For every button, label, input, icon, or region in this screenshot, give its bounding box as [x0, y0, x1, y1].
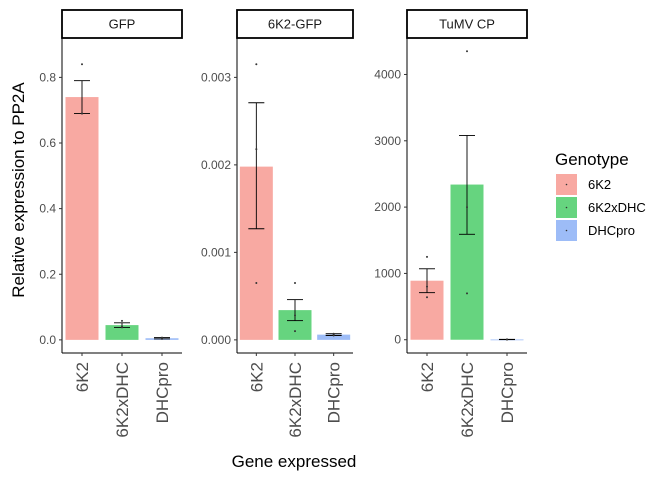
data-point [255, 282, 258, 284]
y-tick-label: 0.002 [201, 158, 231, 172]
error-bar [459, 135, 475, 235]
facet-title: TuMV CP [439, 17, 495, 32]
y-tick-label: 3000 [374, 134, 401, 148]
y-tick-label: 0.6 [39, 136, 56, 150]
data-point [506, 338, 508, 341]
data-point [121, 326, 123, 329]
y-tick-label: 2000 [374, 200, 401, 214]
x-tick-label: 6K2xDHC [458, 362, 477, 438]
facet-strip [406, 9, 528, 39]
x-axis-title: Gene expressed [232, 452, 357, 471]
legend: Genotype 6K2 6K2xDHC DHCpro [555, 150, 646, 241]
data-point [161, 337, 163, 340]
y-tick-label: 0 [394, 333, 401, 347]
data-point [426, 255, 428, 258]
error-bar [248, 102, 265, 230]
x-tick-label: DHCpro [153, 362, 172, 423]
error-bar [287, 299, 303, 322]
data-point [81, 63, 83, 66]
data-point [294, 282, 296, 284]
x-tick-label: 6K2 [73, 362, 92, 392]
y-tick-label: 0.4 [39, 202, 56, 216]
y-tick-label: 0.001 [201, 245, 231, 259]
legend-label-dhcpro: DHCpro [588, 223, 635, 238]
facet-panel-2: 6K2-GFP 0.000 0.001 0.002 0.003 6K2 6K2xDHC DHC… [201, 9, 354, 438]
facet-panel-1: GFP 0.0 0.2 0.4 0.6 0.8 6K2 6K2xDHC DHCpro [39, 9, 183, 438]
data-point [466, 292, 468, 295]
facet-panel-3: TuMV CP 0 1000 2000 3000 4000 6K2 6K2xDHC DHCpro [374, 9, 528, 438]
x-tick-label: DHCpro [325, 362, 344, 423]
y-tick-label: 1000 [374, 266, 401, 280]
y-tick-label: 0.8 [39, 70, 56, 84]
legend-label-6k2: 6K2 [588, 177, 611, 192]
bar-6k2 [65, 97, 99, 340]
data-point [466, 50, 468, 53]
legend-label-6k2xdhc: 6K2xDHC [588, 200, 646, 215]
data-point [294, 314, 296, 317]
legend-key-point [565, 206, 568, 209]
x-tick-label: 6K2 [418, 362, 437, 392]
facet-strip [61, 9, 183, 39]
legend-key-point [565, 183, 568, 186]
x-tick-label: 6K2xDHC [113, 362, 132, 438]
error-bar [419, 268, 435, 294]
data-point [121, 319, 123, 322]
data-point [332, 334, 335, 337]
y-tick-label: 0.2 [39, 267, 56, 281]
y-tick-label: 0.000 [201, 333, 231, 347]
x-tick-label: 6K2xDHC [286, 362, 305, 438]
data-point [81, 112, 83, 115]
y-tick-label: 4000 [374, 67, 401, 81]
legend-key-point [565, 229, 568, 232]
bar-6k2xdhc [105, 325, 139, 340]
data-point [426, 285, 428, 288]
facet-title: 6K2-GFP [268, 17, 322, 32]
x-tick-label: 6K2 [247, 362, 266, 392]
data-point [466, 206, 468, 209]
legend-title: Genotype [555, 150, 629, 169]
data-point [294, 330, 296, 333]
data-point [426, 296, 428, 299]
y-axis-title: Relative expression to PP2A [9, 82, 28, 298]
facet-title: GFP [109, 17, 136, 32]
x-tick-label: DHCpro [498, 362, 517, 423]
data-point [255, 148, 258, 151]
y-tick-label: 0.0 [39, 333, 56, 347]
y-tick-label: 0.003 [201, 70, 231, 84]
bar-dhcpro [317, 334, 351, 340]
facet-strip [236, 9, 354, 39]
data-point [255, 63, 258, 66]
